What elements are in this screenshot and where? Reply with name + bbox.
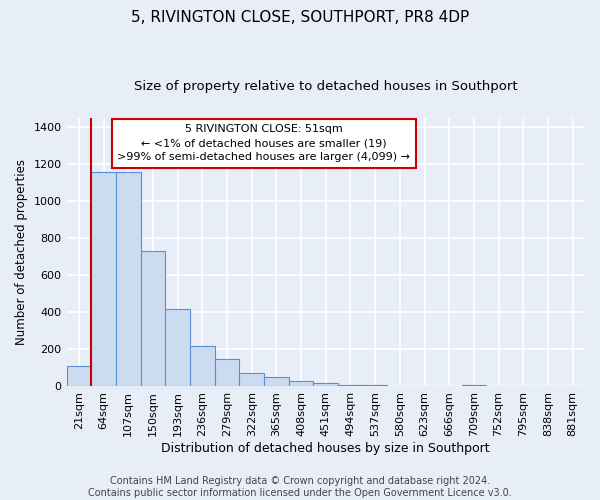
Bar [289, 381, 313, 386]
Bar [190, 346, 215, 387]
Bar [264, 377, 289, 386]
Title: Size of property relative to detached houses in Southport: Size of property relative to detached ho… [134, 80, 518, 93]
Text: Contains HM Land Registry data © Crown copyright and database right 2024.
Contai: Contains HM Land Registry data © Crown c… [88, 476, 512, 498]
Bar [461, 384, 486, 386]
Bar [363, 384, 388, 386]
X-axis label: Distribution of detached houses by size in Southport: Distribution of detached houses by size … [161, 442, 490, 455]
Bar [313, 383, 338, 386]
Text: 5 RIVINGTON CLOSE: 51sqm
← <1% of detached houses are smaller (19)
>99% of semi-: 5 RIVINGTON CLOSE: 51sqm ← <1% of detach… [117, 124, 410, 162]
Bar [91, 172, 116, 386]
Bar [140, 251, 165, 386]
Bar [338, 384, 363, 386]
Bar [239, 372, 264, 386]
Bar [67, 366, 91, 386]
Y-axis label: Number of detached properties: Number of detached properties [15, 159, 28, 345]
Bar [165, 308, 190, 386]
Text: 5, RIVINGTON CLOSE, SOUTHPORT, PR8 4DP: 5, RIVINGTON CLOSE, SOUTHPORT, PR8 4DP [131, 10, 469, 25]
Bar [116, 172, 140, 386]
Bar [215, 358, 239, 386]
